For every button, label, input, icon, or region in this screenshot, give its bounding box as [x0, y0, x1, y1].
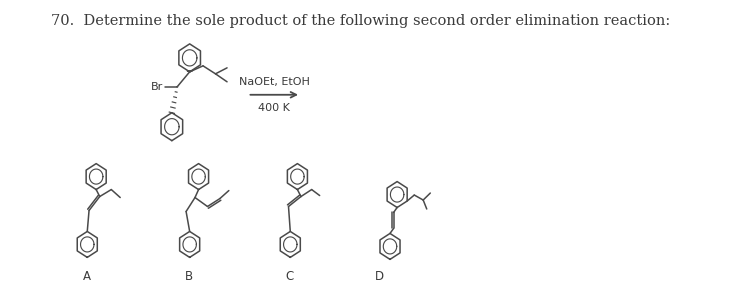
Text: Br: Br — [151, 82, 163, 92]
Text: B: B — [185, 270, 194, 283]
Text: 70.  Determine the sole product of the following second order elimination reacti: 70. Determine the sole product of the fo… — [51, 14, 670, 28]
Text: C: C — [286, 270, 294, 283]
Text: A: A — [82, 270, 91, 283]
Polygon shape — [187, 71, 192, 72]
Text: 400 K: 400 K — [258, 103, 290, 113]
Text: NaOEt, EtOH: NaOEt, EtOH — [238, 77, 310, 87]
Text: D: D — [375, 270, 384, 283]
